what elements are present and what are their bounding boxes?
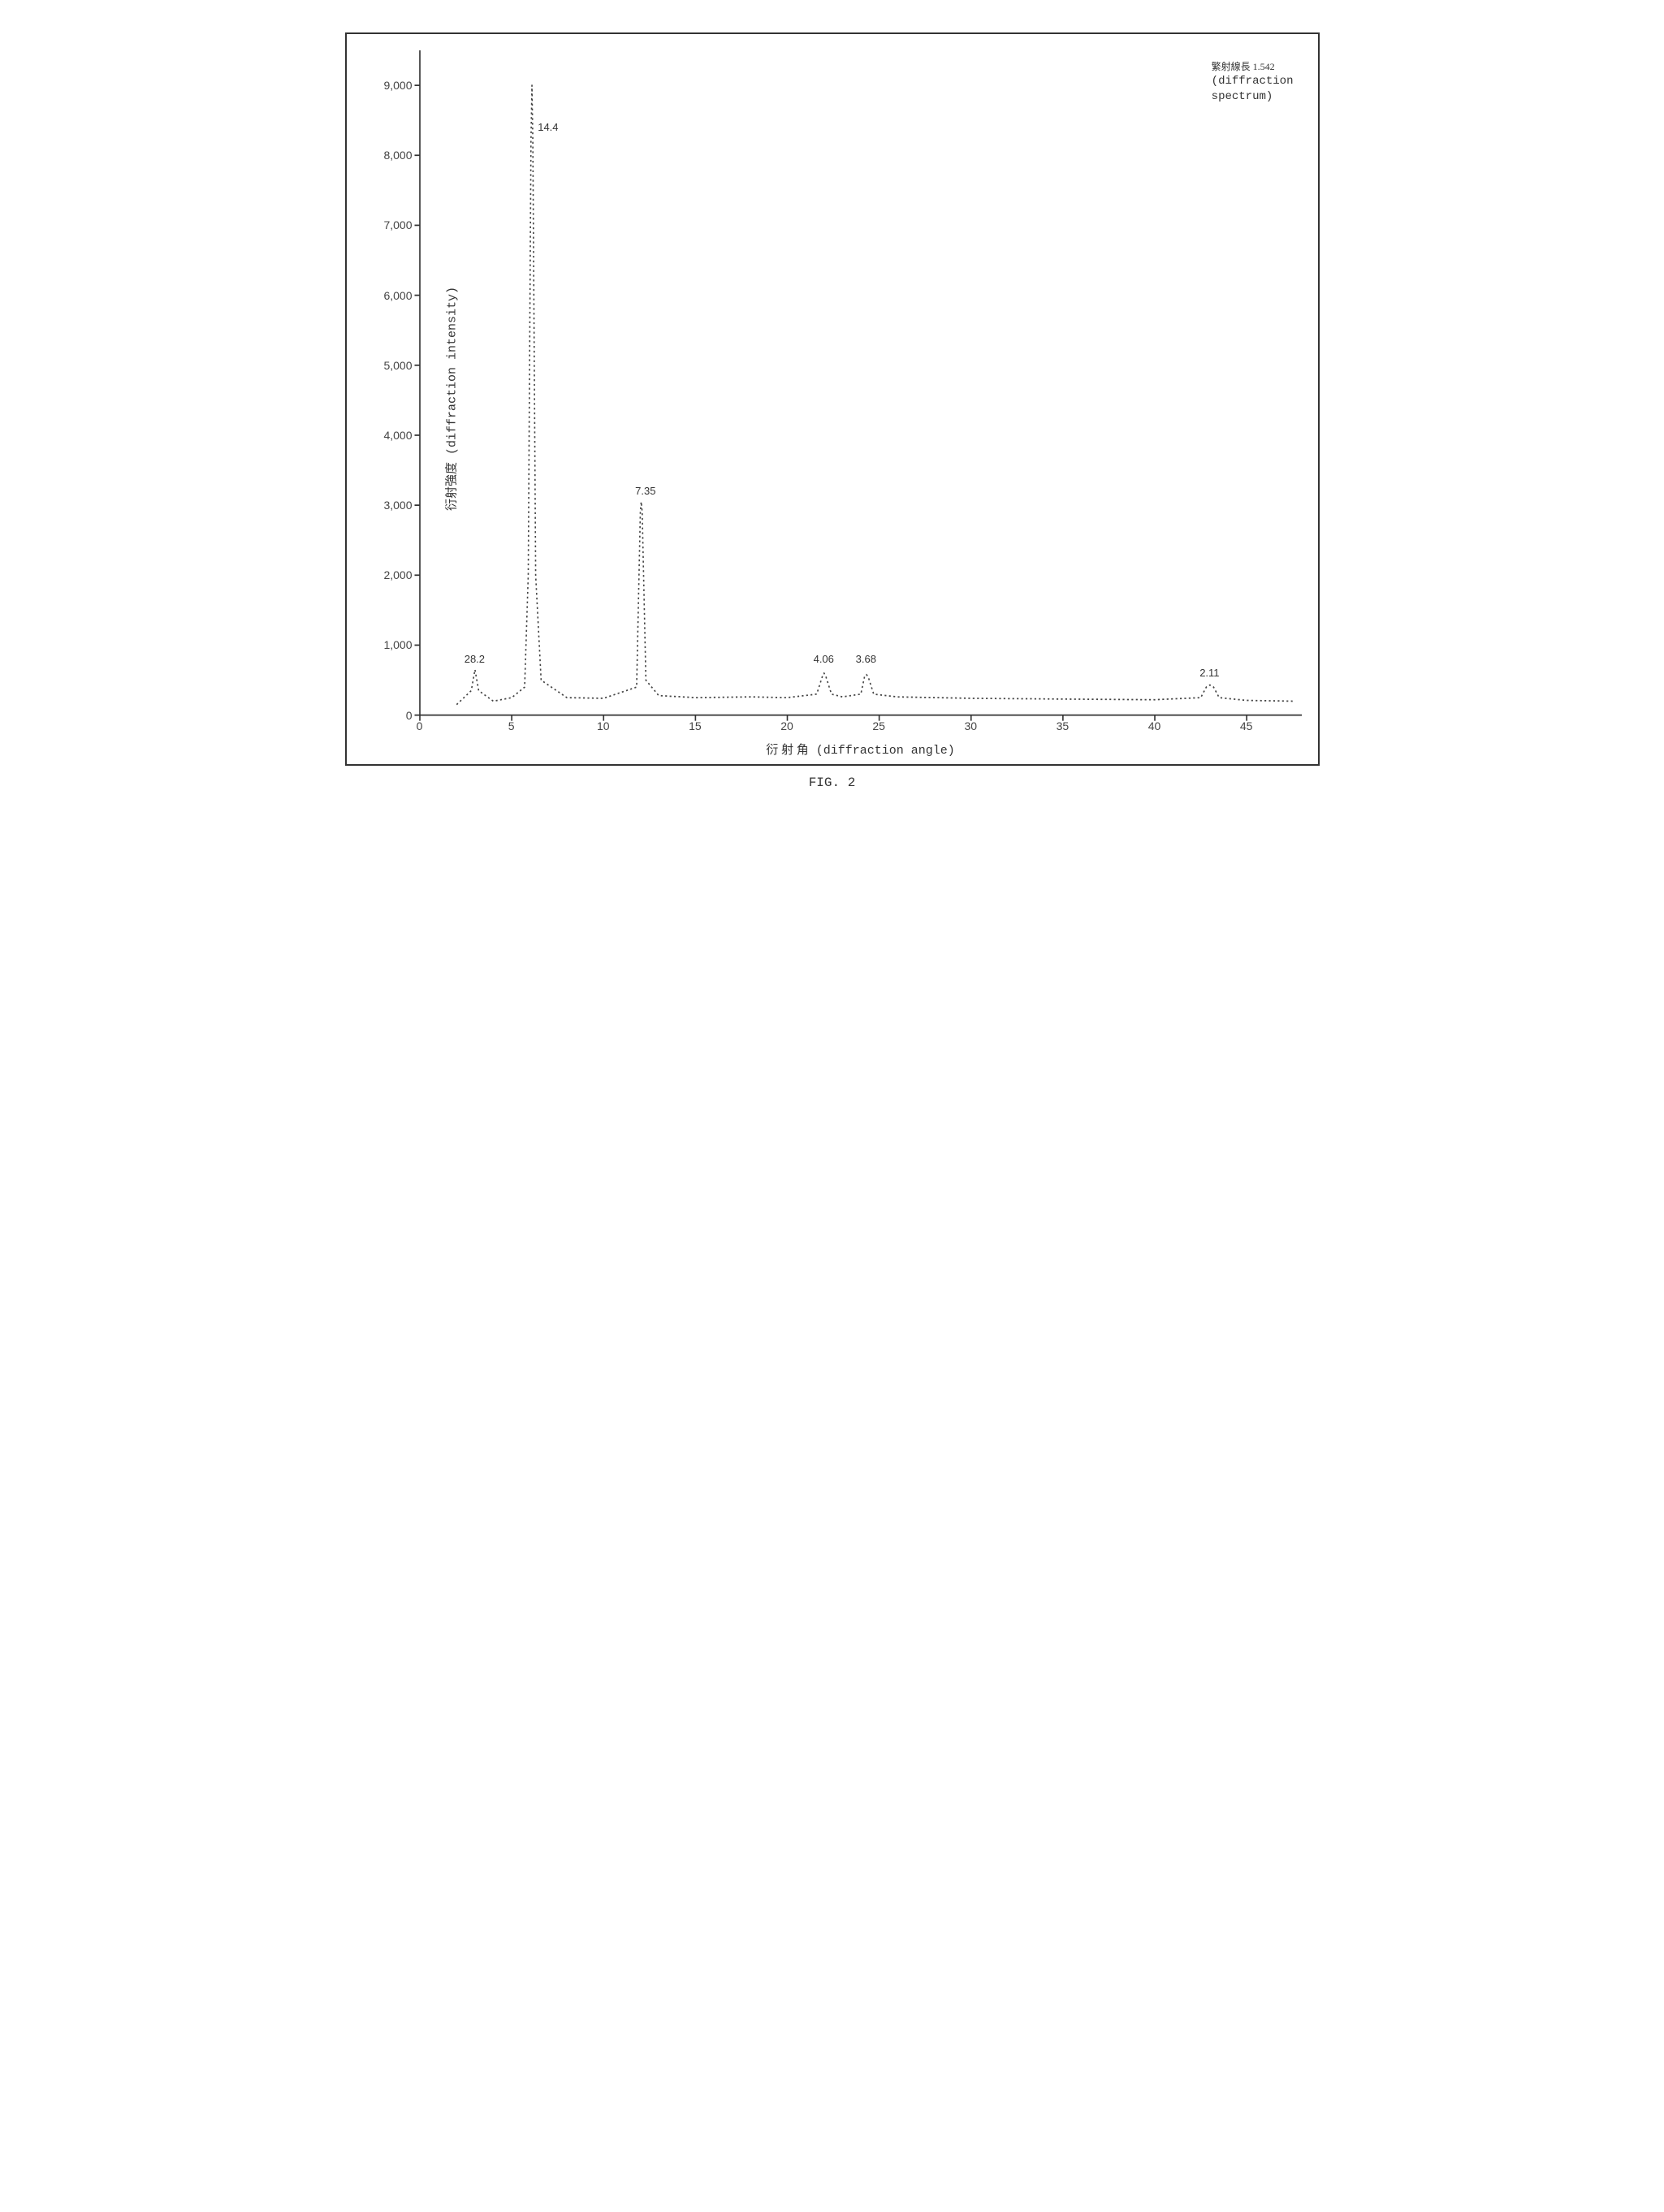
y-axis-labels: 01,0002,0003,0004,0005,0006,0007,0008,00… — [347, 50, 416, 715]
x-tick-label: 45 — [1240, 719, 1253, 732]
x-tick-label: 15 — [689, 719, 702, 732]
y-tick-label: 5,000 — [383, 359, 412, 372]
x-axis-title-cjk: 衍 射 角 — [766, 744, 809, 757]
x-tick-label: 35 — [1057, 719, 1070, 732]
y-tick-label: 9,000 — [383, 79, 412, 92]
y-tick-label: 3,000 — [383, 499, 412, 512]
y-tick-label: 4,000 — [383, 429, 412, 442]
x-tick-label: 0 — [417, 719, 423, 732]
x-tick-label: 20 — [780, 719, 793, 732]
peak-label: 4.06 — [814, 653, 834, 665]
y-tick-label: 7,000 — [383, 218, 412, 231]
y-tick-label: 2,000 — [383, 568, 412, 581]
x-tick-label: 10 — [597, 719, 610, 732]
plot-area: 28.2 14.4 7.35 4.06 3.68 2.11 — [420, 50, 1302, 715]
peak-label: 7.35 — [635, 485, 655, 497]
xrd-figure: 衍射強度 (diffraction intensity) 繁射線長 1.542 … — [345, 32, 1320, 790]
y-tick-label: 1,000 — [383, 638, 412, 651]
peak-label: 14.4 — [538, 121, 558, 133]
y-tick-label: 6,000 — [383, 289, 412, 302]
x-tick-label: 40 — [1148, 719, 1161, 732]
x-axis-labels: 0 5 10 15 20 25 30 35 40 45 — [420, 719, 1302, 736]
x-tick-label: 30 — [964, 719, 977, 732]
plot-frame: 衍射強度 (diffraction intensity) 繁射線長 1.542 … — [345, 32, 1320, 766]
y-tick-label: 8,000 — [383, 149, 412, 162]
x-axis-title: 衍 射 角 (diffraction angle) — [420, 741, 1302, 758]
x-tick-label: 5 — [508, 719, 515, 732]
peak-label: 3.68 — [856, 653, 876, 665]
peak-labels: 28.2 14.4 7.35 4.06 3.68 2.11 — [420, 50, 1302, 715]
x-axis-title-en: (diffraction angle) — [816, 744, 955, 758]
y-tick-label: 0 — [406, 709, 413, 722]
figure-caption: FIG. 2 — [345, 775, 1320, 790]
peak-label: 2.11 — [1199, 667, 1219, 679]
x-tick-label: 25 — [872, 719, 885, 732]
peak-label: 28.2 — [465, 653, 485, 665]
